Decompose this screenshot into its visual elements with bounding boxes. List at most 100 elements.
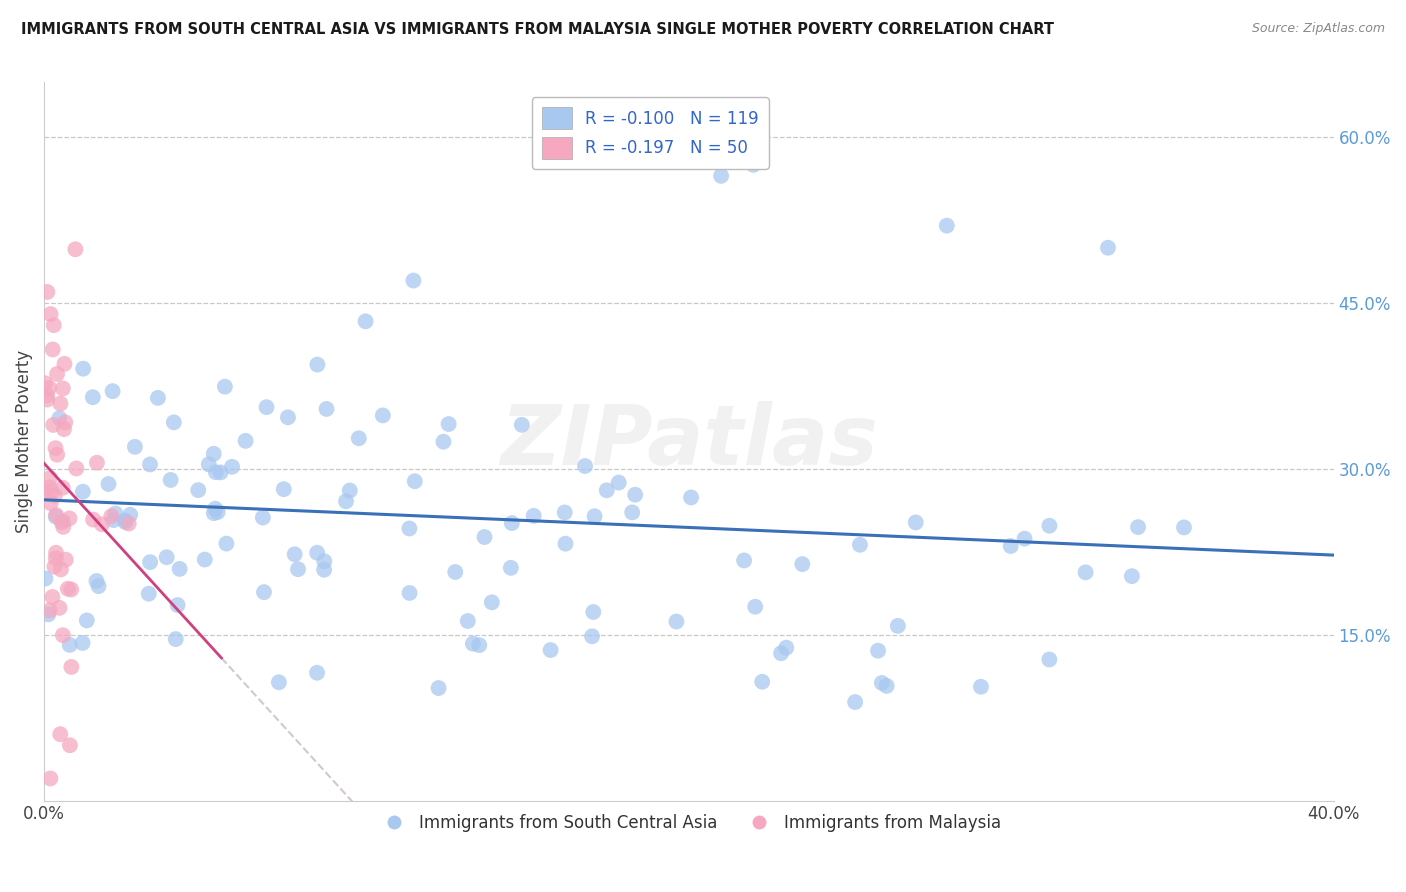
Point xyxy=(770,646,793,660)
Point xyxy=(65,242,87,256)
Point xyxy=(169,562,191,576)
Point xyxy=(34,485,56,500)
Point xyxy=(335,494,357,508)
Point xyxy=(59,638,82,652)
Point xyxy=(34,376,56,391)
Point xyxy=(45,551,67,566)
Point xyxy=(314,563,336,577)
Point xyxy=(849,538,872,552)
Point xyxy=(202,506,225,520)
Point xyxy=(41,590,63,604)
Point xyxy=(37,392,59,407)
Point xyxy=(554,537,576,551)
Point xyxy=(37,388,59,402)
Point xyxy=(1038,652,1060,666)
Point xyxy=(65,461,87,475)
Point xyxy=(252,510,274,524)
Point xyxy=(904,516,927,530)
Point xyxy=(624,488,647,502)
Point xyxy=(256,400,278,414)
Point xyxy=(49,727,72,741)
Point xyxy=(866,643,889,657)
Point xyxy=(44,441,66,455)
Point xyxy=(82,512,104,526)
Point xyxy=(187,483,209,497)
Point xyxy=(481,595,503,609)
Point xyxy=(751,674,773,689)
Point xyxy=(42,318,65,333)
Point xyxy=(72,361,94,376)
Point xyxy=(1173,520,1195,534)
Point xyxy=(45,546,67,560)
Point xyxy=(870,676,893,690)
Point xyxy=(307,546,329,560)
Point xyxy=(91,517,114,532)
Point xyxy=(554,505,576,519)
Point xyxy=(792,557,814,571)
Point xyxy=(583,509,606,524)
Point xyxy=(34,572,56,586)
Point xyxy=(86,574,108,588)
Point xyxy=(468,638,491,652)
Point xyxy=(437,417,460,431)
Point xyxy=(427,681,450,695)
Point xyxy=(37,285,59,299)
Point xyxy=(38,603,60,617)
Point xyxy=(307,665,329,680)
Point xyxy=(52,515,75,529)
Point xyxy=(1000,539,1022,553)
Point xyxy=(844,695,866,709)
Point xyxy=(165,632,187,646)
Point xyxy=(204,501,226,516)
Point xyxy=(114,515,136,529)
Point xyxy=(432,434,454,449)
Point xyxy=(82,390,104,404)
Point xyxy=(540,643,562,657)
Point xyxy=(139,458,162,472)
Point xyxy=(398,521,420,535)
Point xyxy=(1121,569,1143,583)
Point xyxy=(665,615,688,629)
Text: ZIPatlas: ZIPatlas xyxy=(501,401,877,482)
Point xyxy=(339,483,361,498)
Point xyxy=(60,582,83,597)
Point xyxy=(48,600,70,615)
Point xyxy=(1038,518,1060,533)
Point xyxy=(42,417,65,432)
Point xyxy=(86,456,108,470)
Point xyxy=(887,619,910,633)
Point xyxy=(56,582,79,596)
Point xyxy=(315,401,337,416)
Point xyxy=(44,559,66,574)
Point xyxy=(48,411,70,425)
Point xyxy=(461,637,484,651)
Point xyxy=(100,509,122,524)
Point xyxy=(146,391,169,405)
Point xyxy=(267,675,290,690)
Point xyxy=(114,514,136,528)
Point xyxy=(523,508,546,523)
Point xyxy=(681,491,703,505)
Point xyxy=(775,640,797,655)
Point xyxy=(101,384,124,399)
Point xyxy=(39,772,62,786)
Point xyxy=(710,169,733,183)
Point xyxy=(1097,241,1119,255)
Point xyxy=(235,434,257,448)
Point xyxy=(621,505,644,519)
Point xyxy=(404,475,426,489)
Point xyxy=(273,482,295,496)
Point xyxy=(457,614,479,628)
Point xyxy=(55,552,77,566)
Point xyxy=(163,415,186,429)
Point xyxy=(103,513,125,527)
Point xyxy=(197,458,219,472)
Point xyxy=(499,561,522,575)
Point xyxy=(44,489,66,503)
Point xyxy=(166,598,188,612)
Legend: Immigrants from South Central Asia, Immigrants from Malaysia: Immigrants from South Central Asia, Immi… xyxy=(370,807,1008,839)
Point xyxy=(1074,566,1097,580)
Point xyxy=(60,660,83,674)
Point xyxy=(52,628,75,642)
Point xyxy=(1126,520,1149,534)
